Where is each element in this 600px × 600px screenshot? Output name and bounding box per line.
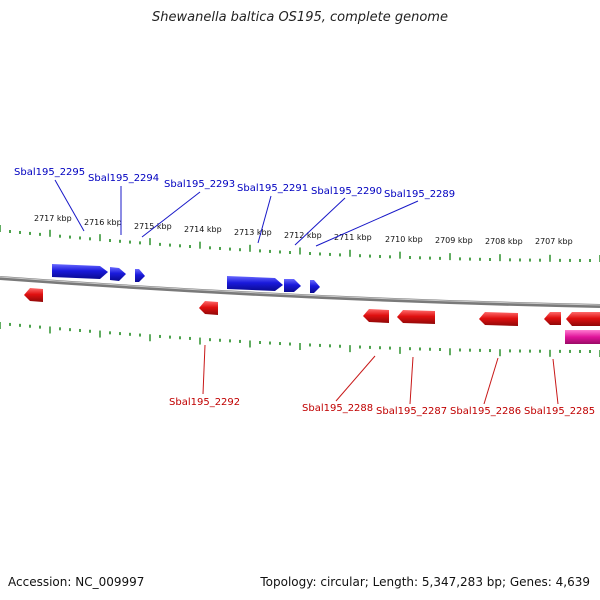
leader-line bbox=[202, 344, 206, 395]
reverse-gene-arrow[interactable] bbox=[566, 312, 600, 326]
gene-label-reverse[interactable]: Sbal195_2285 bbox=[524, 406, 595, 417]
leader-line bbox=[335, 355, 376, 402]
gene-label-forward[interactable]: Sbal195_2295 bbox=[14, 167, 85, 178]
scale-label: 2711 kbp bbox=[334, 233, 372, 242]
reverse-gene-arrow[interactable] bbox=[544, 312, 561, 325]
genome-backbone bbox=[0, 276, 600, 308]
scale-label: 2717 kbp bbox=[34, 214, 72, 223]
scale-label: 2714 kbp bbox=[184, 225, 222, 234]
upper-scale-ticks bbox=[0, 225, 600, 262]
leader-line bbox=[257, 195, 272, 244]
genome-summary-text: Topology: circular; Length: 5,347,283 bp… bbox=[260, 575, 590, 589]
reverse-gene-arrow[interactable] bbox=[363, 309, 389, 323]
backbone-highlight bbox=[0, 276, 600, 306]
leader-line bbox=[294, 197, 346, 246]
scale-label: 2715 kbp bbox=[134, 222, 172, 231]
forward-gene-arrow[interactable] bbox=[310, 280, 320, 293]
scale-label: 2707 kbp bbox=[535, 237, 573, 246]
forward-gene-arrow[interactable] bbox=[52, 264, 108, 279]
gene-label-reverse[interactable]: Sbal195_2286 bbox=[450, 406, 521, 417]
gene-label-reverse[interactable]: Sbal195_2287 bbox=[376, 406, 447, 417]
gene-label-forward[interactable]: Sbal195_2290 bbox=[311, 186, 382, 197]
reverse-gene-arrow[interactable] bbox=[397, 310, 435, 324]
gene-label-forward[interactable]: Sbal195_2289 bbox=[384, 189, 455, 200]
scale-label: 2713 kbp bbox=[234, 228, 272, 237]
forward-gene-arrow[interactable] bbox=[135, 269, 145, 282]
leader-line bbox=[141, 191, 201, 238]
reverse-gene-arrow[interactable] bbox=[24, 288, 43, 302]
map-title: Shewanella baltica OS195, complete genom… bbox=[152, 10, 448, 25]
leader-line bbox=[483, 357, 499, 405]
scale-label: 2710 kbp bbox=[385, 235, 423, 244]
gene-label-forward[interactable]: Sbal195_2293 bbox=[164, 179, 235, 190]
accession-text: Accession: NC_009997 bbox=[8, 575, 145, 589]
leader-line bbox=[409, 356, 414, 405]
forward-gene-arrow[interactable] bbox=[284, 279, 301, 292]
scale-label: 2708 kbp bbox=[485, 237, 523, 246]
gene-label-reverse[interactable]: Sbal195_2292 bbox=[169, 397, 240, 408]
highlighted-gene[interactable] bbox=[565, 330, 600, 344]
leader-line bbox=[54, 179, 85, 232]
gene-label-reverse[interactable]: Sbal195_2288 bbox=[302, 403, 373, 414]
gene-label-forward[interactable]: Sbal195_2291 bbox=[237, 183, 308, 194]
forward-gene-arrow[interactable] bbox=[110, 267, 126, 281]
reverse-gene-arrow[interactable] bbox=[479, 312, 518, 326]
leader-line bbox=[552, 358, 559, 405]
reverse-gene-arrow[interactable] bbox=[199, 301, 218, 315]
lower-scale-ticks bbox=[0, 322, 600, 357]
scale-label: 2709 kbp bbox=[435, 236, 473, 245]
scale-label: 2716 kbp bbox=[84, 218, 122, 227]
scale-label: 2712 kbp bbox=[284, 231, 322, 240]
forward-gene-arrow[interactable] bbox=[227, 276, 283, 291]
leader-line bbox=[315, 200, 419, 247]
gene-label-forward[interactable]: Sbal195_2294 bbox=[88, 173, 159, 184]
